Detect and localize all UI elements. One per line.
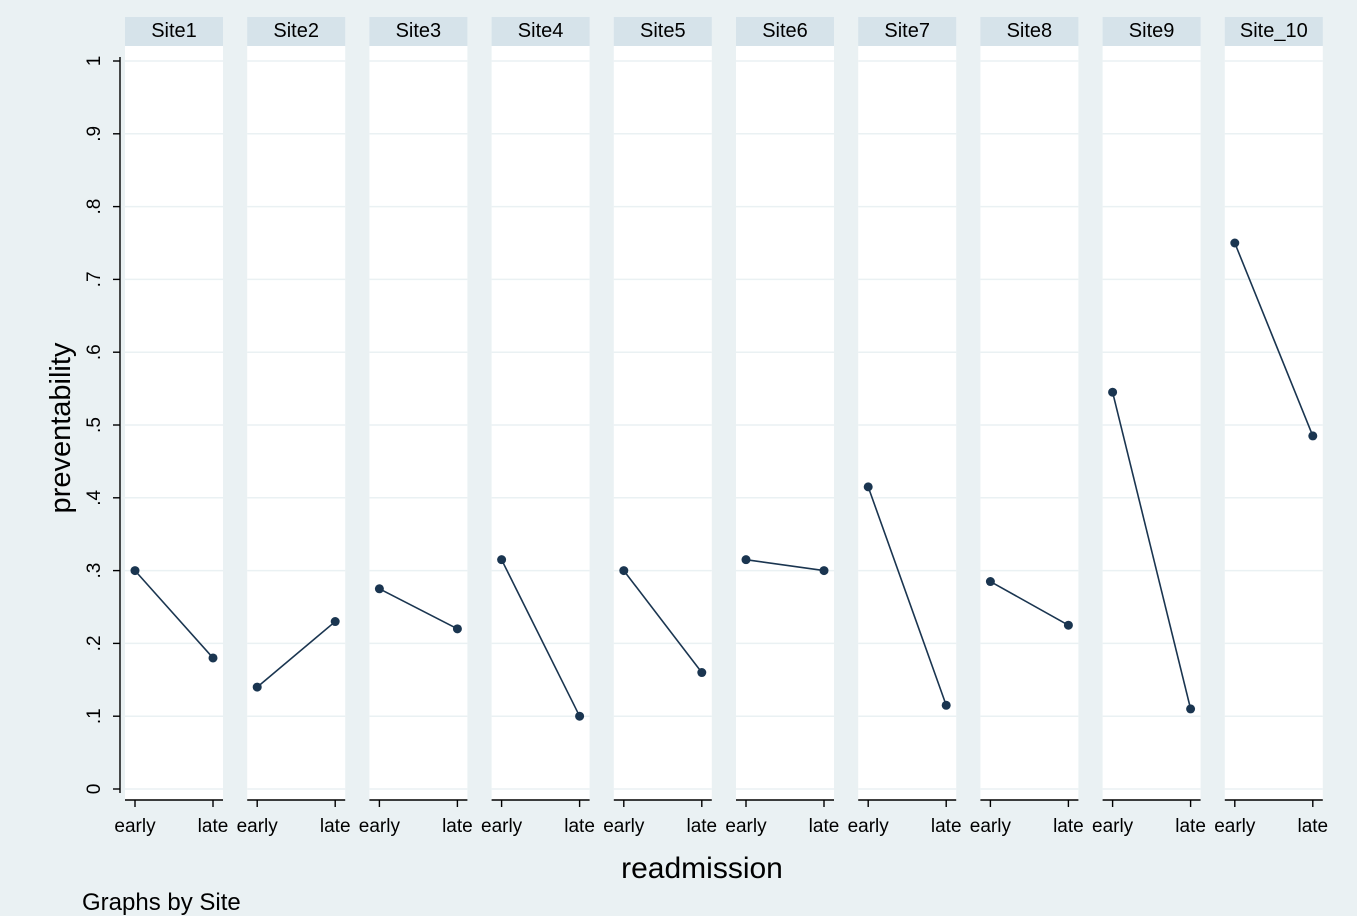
panel-plot-area bbox=[247, 46, 346, 800]
data-point bbox=[741, 555, 751, 565]
panel-plot-area bbox=[613, 46, 712, 800]
series-line bbox=[867, 486, 947, 706]
panel-plot-area bbox=[980, 46, 1079, 800]
x-tick-label: early bbox=[481, 816, 523, 837]
series-line bbox=[1111, 392, 1192, 710]
y-tick-label: .5 bbox=[84, 417, 105, 433]
x-tick-label: late bbox=[1297, 816, 1328, 837]
x-axis-title: readmission bbox=[621, 852, 783, 885]
x-tick-label: early bbox=[970, 816, 1012, 837]
x-tick-label: early bbox=[848, 816, 890, 837]
panel-plot-area bbox=[369, 46, 468, 800]
data-point bbox=[985, 577, 995, 587]
panel-title: Site1 bbox=[151, 20, 197, 42]
data-point bbox=[1063, 620, 1073, 630]
panel-title: Site8 bbox=[1007, 20, 1053, 42]
panel-title: Site3 bbox=[396, 20, 442, 42]
y-tick-label: 1 bbox=[84, 56, 105, 67]
series-line bbox=[623, 570, 703, 674]
y-tick-label: .9 bbox=[84, 126, 105, 142]
y-tick-label: .7 bbox=[84, 271, 105, 287]
x-tick-label: early bbox=[359, 816, 401, 837]
panel-plot-area bbox=[736, 46, 834, 800]
x-tick-label: late bbox=[564, 816, 595, 837]
panel-title: Site6 bbox=[762, 20, 808, 42]
x-tick-label: early bbox=[1214, 816, 1256, 837]
panel-strip bbox=[736, 17, 834, 46]
panel-strip bbox=[247, 17, 346, 46]
y-axis-title: preventability bbox=[45, 342, 77, 513]
series-line bbox=[990, 580, 1069, 626]
data-point bbox=[130, 566, 140, 576]
data-point bbox=[497, 555, 507, 565]
panel-strip bbox=[858, 17, 957, 46]
data-point bbox=[697, 668, 707, 678]
panel-title: Site9 bbox=[1129, 20, 1175, 42]
x-tick-label: early bbox=[114, 816, 156, 837]
x-tick-label: early bbox=[603, 816, 645, 837]
panel-plot-area bbox=[491, 46, 590, 800]
data-point bbox=[1186, 704, 1196, 714]
data-point bbox=[863, 482, 873, 492]
x-tick-label: late bbox=[320, 816, 351, 837]
panel-plot-area bbox=[858, 46, 957, 800]
series-line bbox=[256, 620, 336, 688]
panel-title: Site_10 bbox=[1240, 20, 1308, 42]
y-tick-label: .3 bbox=[84, 563, 105, 579]
x-tick-label: late bbox=[1053, 816, 1084, 837]
data-point bbox=[452, 624, 462, 634]
y-tick-label: .6 bbox=[84, 344, 105, 360]
panel-strip bbox=[1102, 17, 1201, 46]
data-point bbox=[941, 700, 951, 710]
panel-strip bbox=[980, 17, 1079, 46]
data-point bbox=[619, 566, 629, 576]
panel-strip bbox=[369, 17, 468, 46]
panel-plot-area bbox=[1224, 46, 1323, 800]
panel-title: Site5 bbox=[640, 20, 686, 42]
panel-strip bbox=[491, 17, 590, 46]
data-point bbox=[1108, 387, 1118, 397]
data-point bbox=[208, 653, 218, 663]
data-point bbox=[575, 711, 585, 721]
x-tick-label: early bbox=[1092, 816, 1134, 837]
panel-strip bbox=[125, 17, 223, 46]
x-tick-label: late bbox=[809, 816, 840, 837]
y-tick-label: .1 bbox=[84, 708, 105, 724]
y-tick-label: .2 bbox=[84, 635, 105, 651]
panel-title: Site4 bbox=[518, 20, 564, 42]
series-line bbox=[500, 559, 581, 717]
panel-plot-area bbox=[1102, 46, 1201, 800]
panel-title: Site7 bbox=[884, 20, 930, 42]
data-point bbox=[252, 682, 262, 692]
y-tick-label: .4 bbox=[84, 489, 105, 505]
panel-plot-area bbox=[125, 46, 223, 800]
series-line bbox=[134, 570, 214, 659]
data-point bbox=[330, 617, 340, 627]
x-tick-label: late bbox=[686, 816, 717, 837]
x-tick-label: late bbox=[1175, 816, 1206, 837]
x-tick-label: early bbox=[725, 816, 767, 837]
x-tick-label: early bbox=[237, 816, 279, 837]
data-point bbox=[1230, 238, 1240, 248]
data-point bbox=[374, 584, 384, 594]
y-tick-label: .8 bbox=[84, 199, 105, 215]
series-line bbox=[1234, 242, 1314, 437]
panel-title: Site2 bbox=[273, 20, 319, 42]
graphs-by-note: Graphs by Site bbox=[82, 889, 241, 916]
data-point bbox=[1308, 431, 1318, 441]
series-line bbox=[379, 588, 458, 630]
panel-strip bbox=[613, 17, 712, 46]
panel-strip bbox=[1224, 17, 1323, 46]
y-tick-label: 0 bbox=[84, 784, 105, 795]
series-line bbox=[745, 558, 825, 572]
x-tick-label: late bbox=[931, 816, 962, 837]
data-point bbox=[819, 566, 829, 576]
x-tick-label: late bbox=[442, 816, 473, 837]
x-tick-label: late bbox=[198, 816, 229, 837]
